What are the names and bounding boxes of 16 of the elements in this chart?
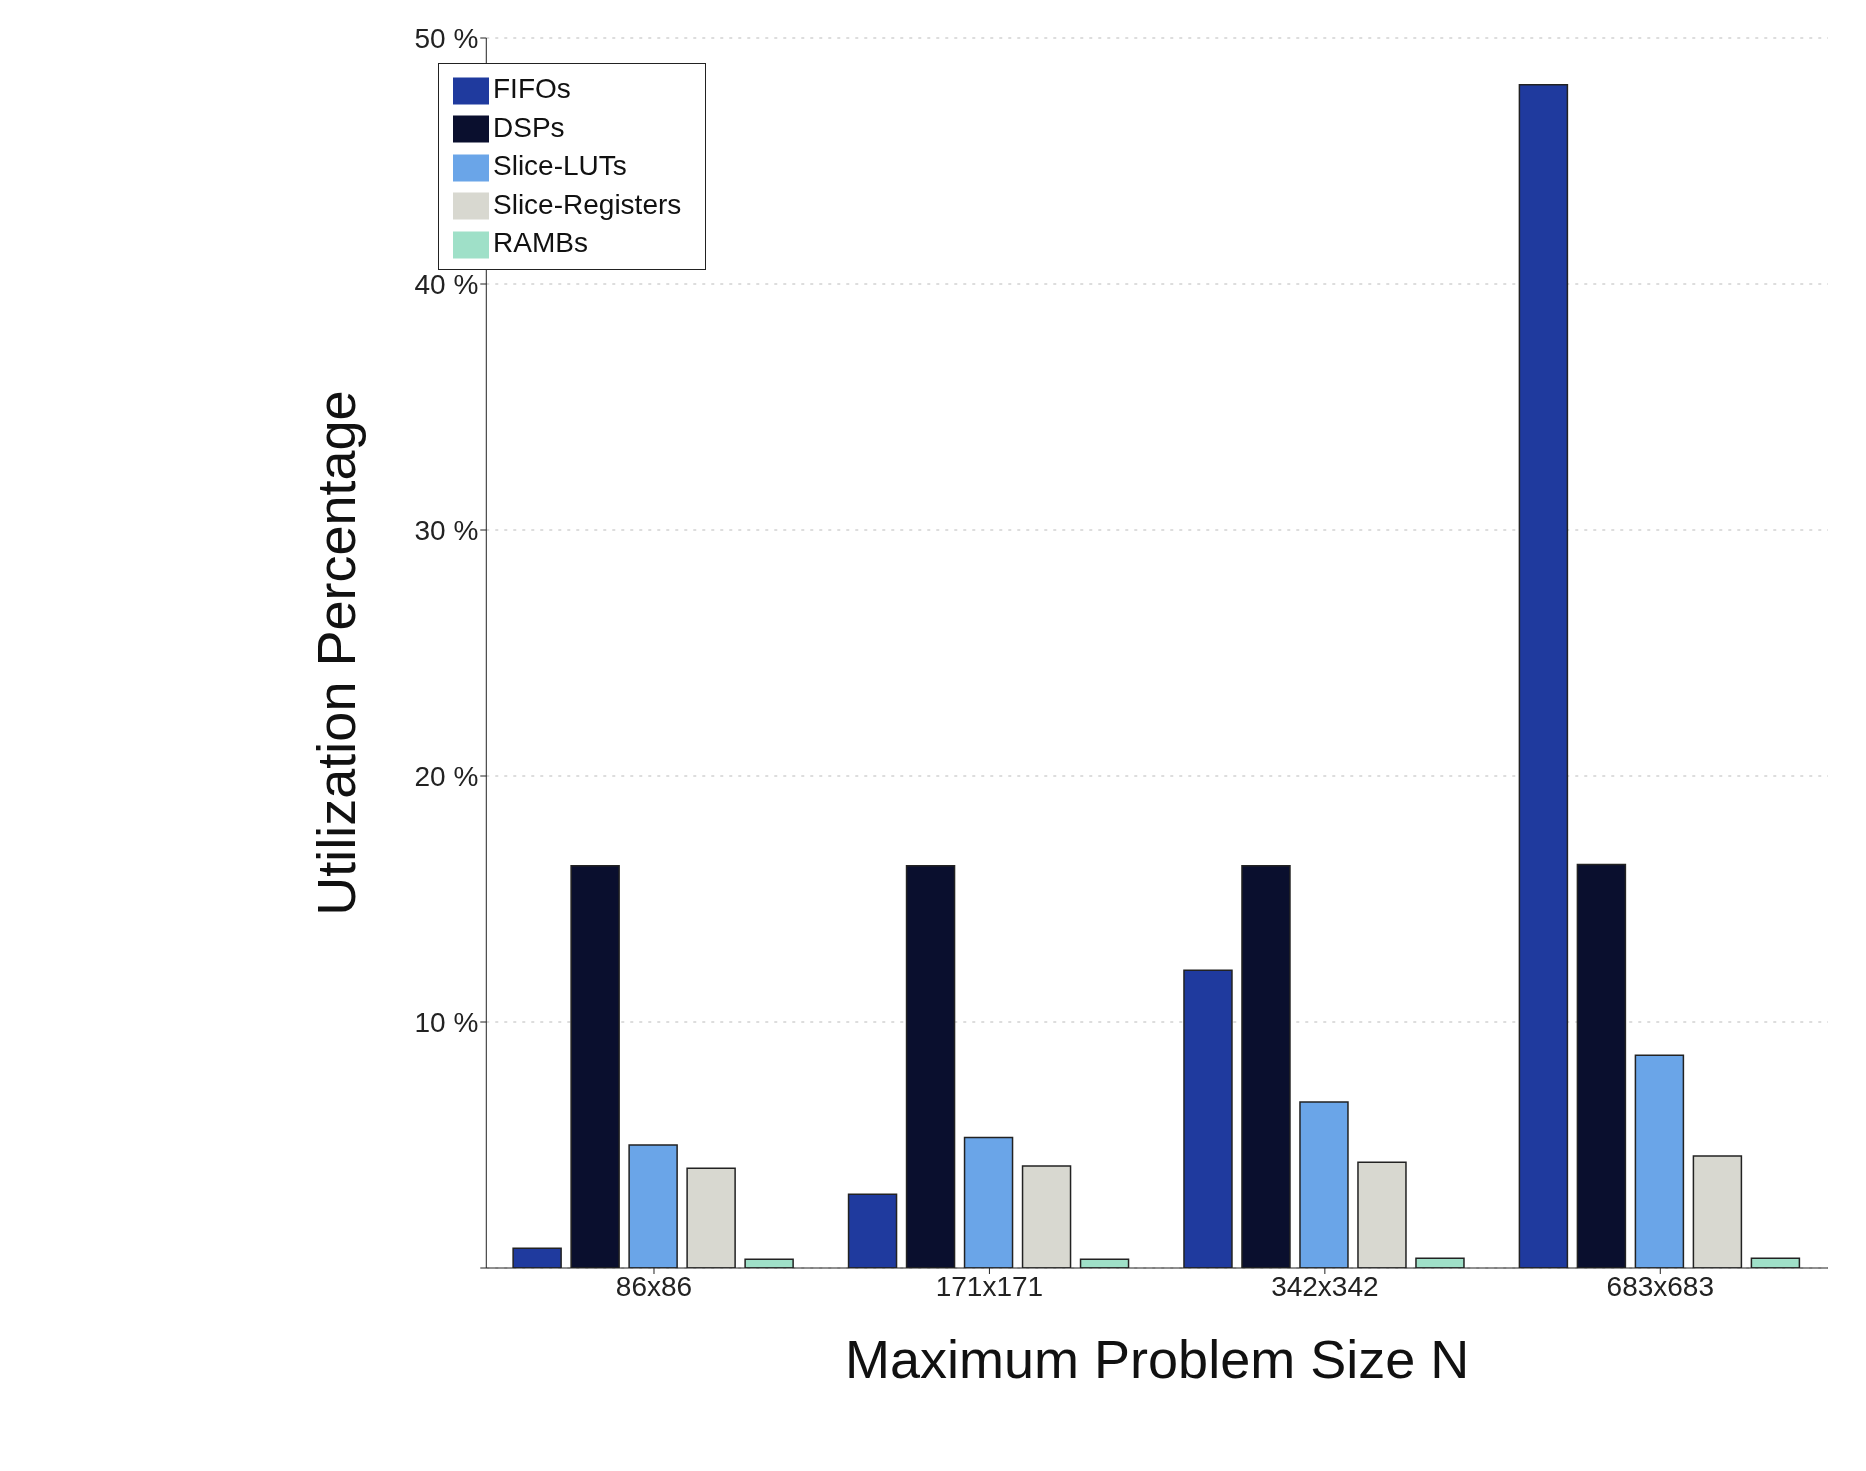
x-tick-label: 171x171	[935, 1270, 1044, 1302]
legend-label: RAMBs	[493, 227, 588, 259]
x-tick-label: 683x683	[1606, 1270, 1714, 1302]
x-tick-label: 86x86	[615, 1270, 693, 1302]
y-tick-label: 30 %	[414, 514, 479, 546]
legend-label: Slice-Registers	[493, 188, 682, 220]
legend-label: Slice-LUTs	[493, 150, 627, 182]
legend-label: DSPs	[493, 111, 565, 143]
x-tick-label: 342x342	[1271, 1270, 1379, 1302]
y-tick-label: 50 %	[414, 22, 479, 54]
legend-label: FIFOs	[493, 73, 571, 104]
y-tick-label: 40 %	[414, 268, 479, 300]
y-tick-label: 20 %	[414, 760, 479, 792]
x-axis-title: Maximum Problem Size N	[845, 1329, 1470, 1389]
y-tick-label: 10 %	[414, 1006, 479, 1038]
y-axis-title: Utilization Percentage	[306, 390, 367, 916]
